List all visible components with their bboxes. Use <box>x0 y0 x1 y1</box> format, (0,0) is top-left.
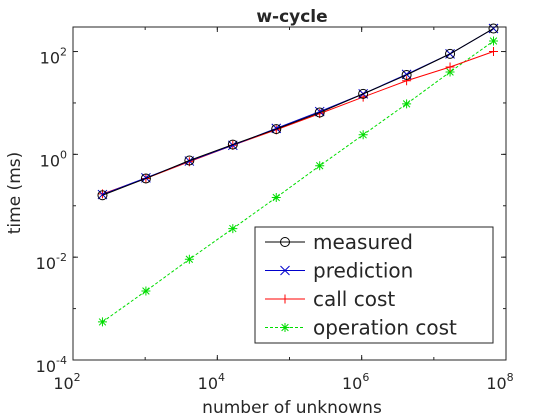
data-point-prediction <box>314 106 325 117</box>
y-axis-label: time (ms) <box>5 152 25 235</box>
series-line-prediction <box>102 28 494 196</box>
legend: measured prediction call cost operation cos… <box>254 226 494 344</box>
legend-item-call-cost: call cost <box>265 287 395 311</box>
x-axis-label: number of unknowns <box>202 398 382 418</box>
data-point-measured <box>271 124 282 135</box>
legend-item-operation-cost: operation cost <box>265 316 457 340</box>
data-point-operation-cost <box>97 317 107 327</box>
data-point-measured <box>97 190 108 201</box>
x-tick-label: 108 <box>486 371 513 393</box>
data-point-operation-cost <box>315 161 325 171</box>
legend-marker <box>280 237 290 247</box>
legend-item-measured: measured <box>265 230 413 254</box>
data-point-operation-cost <box>488 36 498 46</box>
data-point-call-cost <box>402 76 412 86</box>
data-point-measured <box>401 69 412 80</box>
legend-label: call cost <box>313 287 395 311</box>
y-tick-label: 10-4 <box>36 354 67 376</box>
data-point-call-cost <box>488 47 498 57</box>
legend-label: operation cost <box>313 316 457 340</box>
x-tick-label: 102 <box>53 371 80 393</box>
data-point-measured <box>227 139 238 150</box>
data-point-operation-cost <box>445 67 455 77</box>
data-point-operation-cost <box>141 286 151 296</box>
legend-box <box>254 226 494 344</box>
data-point-measured <box>488 23 499 34</box>
legend-label: prediction <box>313 259 413 283</box>
series-call-cost <box>97 47 498 199</box>
series-prediction <box>97 23 499 200</box>
data-point-operation-cost <box>358 130 368 140</box>
legend-marker <box>280 294 290 304</box>
data-point-operation-cost <box>228 224 238 234</box>
data-point-measured <box>184 155 195 166</box>
chart-title: w-cycle <box>256 7 327 27</box>
x-tick-label: 106 <box>342 371 369 393</box>
data-point-call-cost <box>445 62 455 72</box>
data-point-measured <box>314 107 325 118</box>
y-tick-label: 100 <box>40 148 67 170</box>
series-line-measured <box>102 28 494 196</box>
data-point-operation-cost <box>271 192 281 202</box>
y-tick-label: 102 <box>40 46 67 68</box>
data-point-measured <box>140 173 151 184</box>
data-point-measured <box>358 88 369 99</box>
series-line-operation-cost <box>102 40 494 323</box>
data-point-operation-cost <box>184 254 194 264</box>
x-tick-label: 104 <box>198 371 225 393</box>
legend-item-prediction: prediction <box>265 259 413 283</box>
data-point-measured <box>445 48 456 59</box>
y-tick-label: 10-2 <box>36 251 67 273</box>
legend-marker <box>280 265 290 276</box>
legend-label: measured <box>313 230 413 254</box>
legend-marker <box>280 323 290 332</box>
data-point-operation-cost <box>402 99 412 109</box>
series-operation-cost <box>97 36 498 327</box>
series-line-call-cost <box>102 51 494 195</box>
series-measured <box>97 23 499 201</box>
